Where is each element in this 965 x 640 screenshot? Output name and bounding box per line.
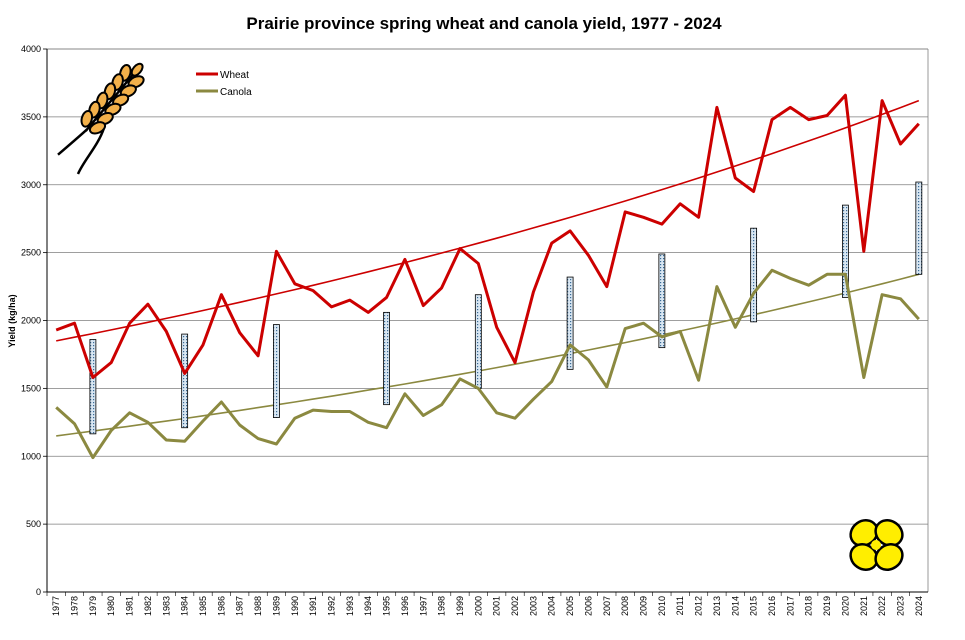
x-tick-label: 2009 (639, 596, 649, 616)
x-tick-label: 1988 (253, 596, 263, 616)
wheat-grain (88, 121, 107, 135)
x-tick-label: 1985 (198, 596, 208, 616)
legend: Wheat Canola (196, 70, 252, 98)
x-tick-label: 1999 (455, 596, 465, 616)
x-tick-label: 1989 (271, 596, 281, 616)
x-tick-label: 1984 (180, 596, 190, 616)
y-tick-label: 0 (36, 587, 41, 597)
x-tick-label: 2001 (492, 596, 502, 616)
gap-bar (566, 276, 574, 370)
x-tick-label: 1998 (437, 596, 447, 616)
y-tick-label: 2500 (21, 248, 41, 258)
trendline-canola (56, 273, 920, 437)
gap-bar (658, 253, 666, 349)
legend-label-canola: Canola (220, 87, 252, 98)
trendlines (56, 99, 920, 437)
y-tick-label: 1000 (21, 451, 41, 461)
x-tick-label: 2012 (694, 596, 704, 616)
gap-bars (89, 181, 923, 435)
gap-bar (915, 181, 923, 275)
y-tick-label: 500 (26, 519, 41, 529)
gap-bar (181, 333, 189, 429)
x-tick-label: 2018 (804, 596, 814, 616)
gap-bar (273, 324, 280, 418)
x-tick-label: 2004 (547, 596, 557, 616)
x-tick-label: 2023 (895, 596, 905, 616)
x-tick-label: 2000 (473, 596, 483, 616)
x-tick-label: 1986 (216, 596, 226, 616)
x-tick-label: 1996 (400, 596, 410, 616)
wheat-stalk (57, 128, 88, 156)
x-tick-label: 1978 (70, 596, 80, 616)
x-tick-label: 2020 (840, 596, 850, 616)
wheat-ear-icon (57, 62, 145, 175)
series-line-canola (55, 268, 920, 460)
x-tick-label: 1979 (88, 596, 98, 616)
chart-title: Prairie province spring wheat and canola… (246, 14, 722, 33)
x-tick-label: 2010 (657, 596, 667, 616)
series-line-wheat (55, 93, 920, 379)
x-tick-label: 1994 (363, 596, 373, 616)
x-tick-label: 1995 (382, 596, 392, 616)
x-tick-label: 1987 (235, 596, 245, 616)
trendline-wheat (56, 99, 920, 342)
x-tick-label: 2013 (712, 596, 722, 616)
x-tick-label: 1990 (290, 596, 300, 616)
x-tick-label: 2019 (822, 596, 832, 616)
x-tick-label: 2021 (859, 596, 869, 616)
x-tick-label: 2024 (914, 596, 924, 616)
wheat-grain (80, 109, 94, 128)
gap-bar (750, 227, 758, 323)
x-tick-label: 2008 (620, 596, 630, 616)
y-tick-label: 3500 (21, 112, 41, 122)
legend-label-wheat: Wheat (220, 70, 249, 81)
series-lines (55, 93, 920, 460)
x-tick-label: 1981 (125, 596, 135, 616)
x-tick-label: 2006 (583, 596, 593, 616)
y-tick-label: 3000 (21, 180, 41, 190)
x-tick-label: 2014 (730, 596, 740, 616)
x-tick-label: 1983 (161, 596, 171, 616)
x-tick-label: 1980 (106, 596, 116, 616)
y-tick-label: 2000 (21, 316, 41, 326)
x-tick-label: 1997 (418, 596, 428, 616)
wheat-stem (84, 73, 135, 132)
x-tick-label: 1977 (51, 596, 61, 616)
y-tick-label: 4000 (21, 44, 41, 54)
x-tick-label: 2007 (602, 596, 612, 616)
gap-bar (474, 294, 482, 389)
x-tick-label: 2002 (510, 596, 520, 616)
y-axis: 0 500 1000 1500 2000 2500 3000 3500 4000 (21, 44, 48, 597)
x-tick-label: 2016 (767, 596, 777, 616)
x-tick-label: 1992 (326, 596, 336, 616)
x-tick-label: 2003 (528, 596, 538, 616)
x-tick-label: 1993 (345, 596, 355, 616)
x-tick-label: 1991 (308, 596, 318, 616)
gap-bar (383, 311, 390, 406)
gap-bar (842, 204, 849, 298)
x-tick-label: 2005 (565, 596, 575, 616)
x-tick-label: 2011 (675, 596, 685, 615)
y-axis-label: Yield (kg/ha) (7, 294, 17, 347)
gap-bar (89, 339, 97, 435)
gridlines (47, 48, 929, 592)
x-tick-label: 2022 (877, 596, 887, 616)
y-tick-label: 1500 (21, 383, 41, 393)
x-tick-label: 2015 (749, 596, 759, 616)
x-axis: 1977 1978 1979 1980 1981 1982 1983 1984 1985 1986… (46, 591, 928, 616)
x-tick-label: 2017 (785, 596, 795, 616)
canola-flower-icon (849, 519, 904, 571)
x-tick-label: 1982 (143, 596, 153, 616)
